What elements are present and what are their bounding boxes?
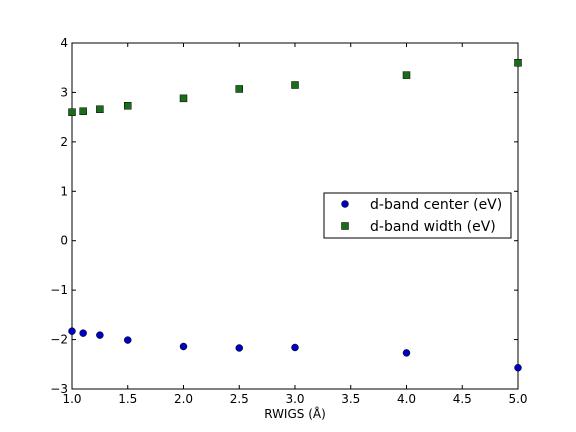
data-point <box>96 105 104 113</box>
x-tick-label: 2.0 <box>174 392 193 406</box>
y-tick-label: 2 <box>60 135 68 149</box>
legend: d-band center (eV) d-band width (eV) <box>323 192 512 239</box>
data-point <box>402 349 411 357</box>
data-point <box>124 336 132 344</box>
data-point <box>179 94 188 103</box>
data-point <box>68 327 76 335</box>
data-point <box>124 102 132 110</box>
legend-marker-d-band-width <box>341 222 349 230</box>
data-point <box>179 342 188 351</box>
series-d-band-center <box>68 327 522 372</box>
data-point <box>79 107 87 115</box>
series-d-band-width <box>68 59 522 116</box>
data-point <box>291 343 299 352</box>
x-axis: 1.0 1.5 2.0 2.5 3.0 3.5 4.0 4.5 5.0 <box>62 43 528 406</box>
data-point <box>96 331 104 339</box>
x-tick-label: 3.0 <box>285 392 304 406</box>
y-tick-label: 1 <box>60 184 68 198</box>
x-axis-label: RWIGS (Å) <box>264 406 326 421</box>
data-point <box>68 108 76 116</box>
data-point <box>291 81 299 89</box>
data-markers <box>68 59 522 372</box>
x-tick-label: 3.5 <box>341 392 360 406</box>
y-tick-label: −1 <box>50 283 68 297</box>
legend-marker-d-band-center <box>341 200 349 208</box>
x-tick-label: 2.5 <box>230 392 249 406</box>
legend-box <box>323 192 512 239</box>
legend-label-d-band-center: d-band center (eV) <box>370 197 502 213</box>
y-tick-label: −2 <box>50 333 68 347</box>
data-point <box>79 329 87 337</box>
y-tick-label: −3 <box>50 382 68 396</box>
x-tick-label: 4.5 <box>453 392 472 406</box>
x-tick-label: 1.5 <box>118 392 137 406</box>
y-tick-label: 3 <box>60 85 68 99</box>
data-point <box>235 85 243 93</box>
legend-label-d-band-width: d-band width (eV) <box>370 219 496 235</box>
y-tick-label: 0 <box>60 234 68 248</box>
data-point <box>514 363 522 372</box>
data-point <box>402 71 411 79</box>
x-tick-label: 1.0 <box>62 392 81 406</box>
y-tick-label: 4 <box>60 36 68 50</box>
data-point <box>235 344 243 352</box>
x-tick-label: 5.0 <box>508 392 527 406</box>
y-axis: −3 −2 −1 0 1 2 3 4 <box>50 36 518 396</box>
data-point <box>514 59 522 67</box>
x-tick-label: 4.0 <box>397 392 416 406</box>
